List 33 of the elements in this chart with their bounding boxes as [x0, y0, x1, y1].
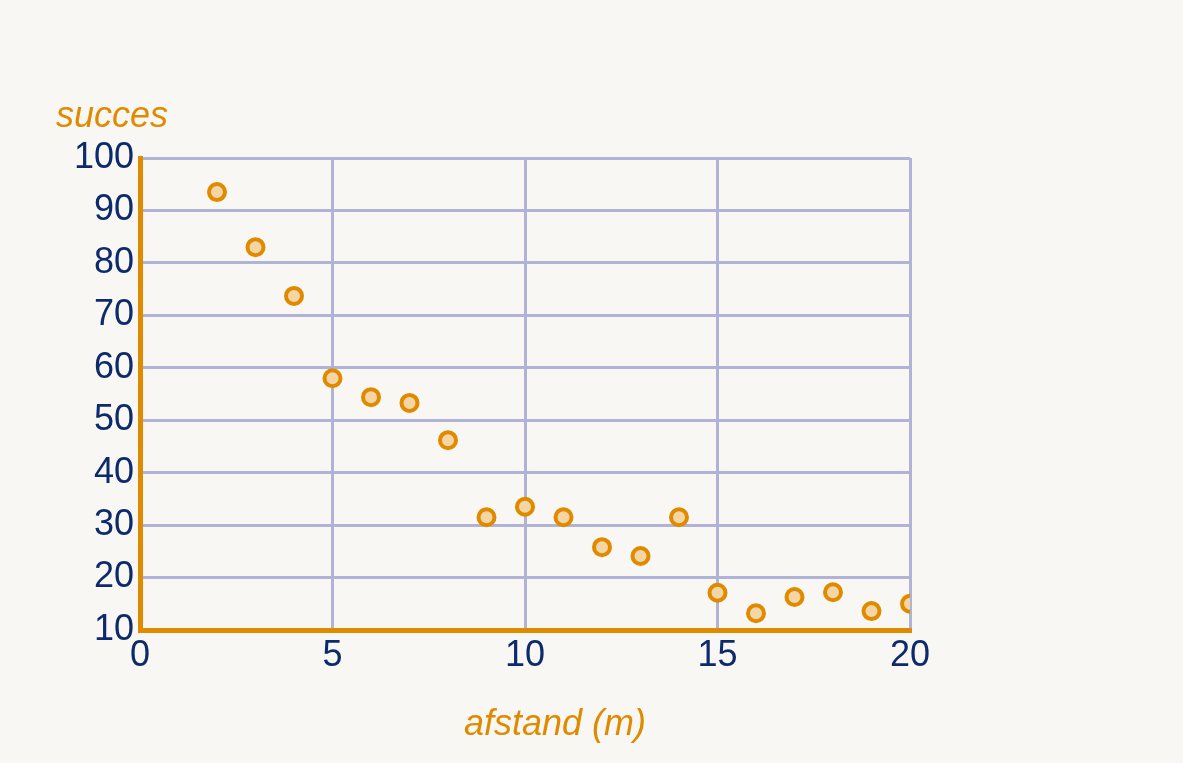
y-tick-label: 100 [73, 134, 134, 176]
x-tick-label: 15 [697, 632, 738, 674]
point [322, 368, 343, 389]
y-tick-label: 30 [93, 502, 134, 544]
y-axis-title: succes [56, 94, 169, 136]
x-axis-title: afstand (m) [463, 702, 647, 744]
y-tick-label: 20 [93, 554, 134, 596]
point [245, 237, 266, 258]
point [207, 182, 227, 203]
y-tick-label: 40 [93, 449, 134, 491]
y-tick-label: 60 [93, 344, 134, 386]
point [823, 582, 843, 603]
point [669, 507, 689, 528]
y-tick-label: 90 [93, 187, 134, 229]
point [515, 496, 535, 517]
x-tick-label: 5 [322, 632, 343, 674]
x-tick-label: 10 [504, 632, 546, 674]
y-tick-label: 80 [93, 239, 134, 281]
point [630, 546, 651, 567]
point [553, 507, 574, 528]
point [592, 537, 612, 558]
point [784, 586, 805, 607]
point [284, 285, 304, 306]
point [861, 601, 882, 622]
x-tick-label: 20 [889, 632, 931, 674]
y-tick-label: 70 [93, 292, 134, 334]
point [438, 430, 458, 451]
point [361, 387, 381, 408]
point [476, 507, 497, 528]
point [399, 392, 420, 413]
y-tick-label: 50 [93, 397, 134, 439]
point [707, 582, 728, 603]
point [746, 603, 766, 624]
